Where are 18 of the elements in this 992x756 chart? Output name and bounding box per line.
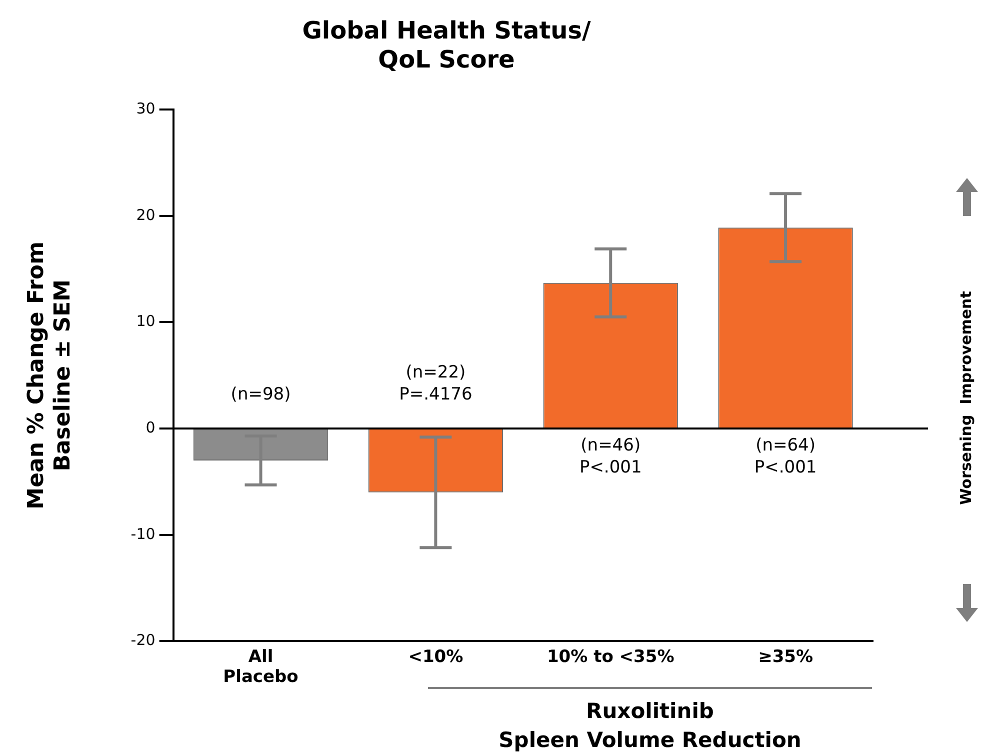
y-tick-label: 20	[136, 206, 156, 224]
y-tick-label: 0	[146, 418, 156, 436]
annotation: (n=98)	[230, 384, 291, 404]
annotation: (n=64) P<.001	[754, 435, 817, 478]
y-axis-title: Mean % Change From Baseline ± SEM	[24, 241, 76, 510]
x-tick-label: <10%	[408, 646, 464, 667]
text: Worsening Improvement	[957, 291, 975, 505]
y-tick-label: -10	[130, 524, 156, 543]
x-tick-label: 10% to <35%	[546, 646, 674, 667]
x-tick-label: All Placebo	[223, 646, 298, 688]
x-tick-label: ≥35%	[758, 646, 814, 667]
y-tick-label: 10	[136, 312, 156, 330]
y-tick-label: -20	[130, 631, 156, 650]
annotation: (n=22) P=.4176	[399, 362, 472, 404]
chart-title: Global Health Status/ QoL Score	[302, 16, 592, 74]
y-tick-label: 30	[136, 99, 156, 118]
annotation: (n=46) P<.001	[579, 435, 642, 478]
text: Ruxolitinib Spleen Volume Reduction	[498, 698, 802, 754]
